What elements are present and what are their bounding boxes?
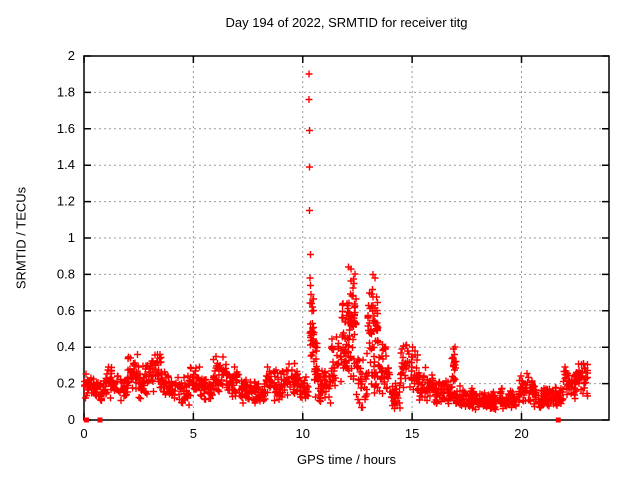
x-axis-label: GPS time / hours: [297, 452, 396, 467]
grid-lines: [84, 56, 609, 420]
x-tick-label: 10: [296, 426, 310, 441]
y-tick-label: 1.8: [57, 84, 75, 99]
y-tick-label: 1.4: [57, 157, 75, 172]
y-tick-label: 1: [68, 230, 75, 245]
zero-point-marker: [97, 417, 103, 423]
zero-point-marker: [555, 417, 561, 423]
y-tick-label: 1.2: [57, 194, 75, 209]
x-tick-label: 20: [514, 426, 528, 441]
y-tick-label: 2: [68, 48, 75, 63]
scatter-points: [81, 70, 591, 413]
x-tick-label: 0: [80, 426, 87, 441]
y-tick-label: 1.6: [57, 121, 75, 136]
x-tick-label: 5: [190, 426, 197, 441]
zero-point-marker: [83, 417, 89, 423]
x-tick-label: 15: [405, 426, 419, 441]
y-tick-label: 0: [68, 412, 75, 427]
y-tick-label: 0.4: [57, 339, 75, 354]
y-tick-label: 0.6: [57, 303, 75, 318]
y-tick-label: 0.8: [57, 266, 75, 281]
chart-title: Day 194 of 2022, SRMTID for receiver tit…: [225, 15, 468, 30]
y-tick-label: 0.2: [57, 376, 75, 391]
